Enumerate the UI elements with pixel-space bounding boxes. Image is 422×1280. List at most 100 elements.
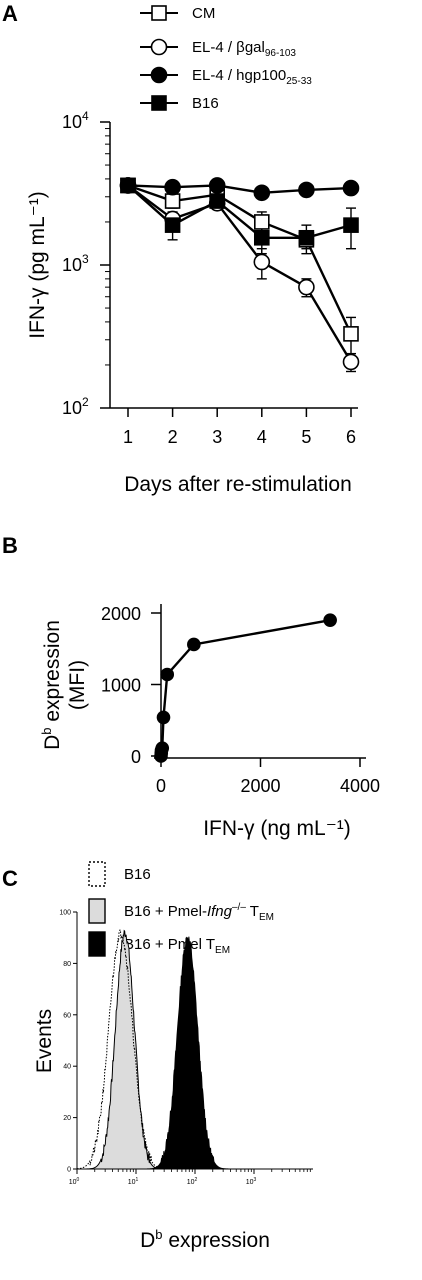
x-tick-base: 10: [187, 1179, 195, 1186]
data-point: [187, 637, 201, 652]
y-tick-label: 80: [63, 961, 71, 968]
legend-label-subscript: EM: [215, 945, 230, 956]
x-tick-label: 102: [187, 1177, 198, 1186]
x-tick-exponent: 1: [136, 1177, 139, 1183]
legend-swatch: [88, 931, 106, 957]
legend-label: CM: [192, 5, 215, 22]
legend-label: B16: [192, 95, 219, 112]
x-tick-label: 2000: [240, 776, 280, 796]
legend-marker: [150, 38, 168, 56]
panel-a: A CM EL-4 / βgal96-103 EL-4 / hgp10025-33 B1…: [2, 1, 360, 496]
data-point: [155, 741, 170, 755]
legend-label: EL-4 / βgal: [192, 39, 265, 56]
x-tick-label: 3: [212, 427, 222, 447]
panel-c: C B16 B16 + Pmel-Ifng–/– TEM B16 + Pmel TEM…: [2, 861, 313, 1252]
x-axis-title: Db expression: [140, 1227, 270, 1252]
data-point: [298, 181, 315, 199]
x-tick-label: 103: [246, 1177, 257, 1186]
y-tick-label: 0: [67, 1167, 71, 1174]
x-axis-title: Days after re-stimulation: [124, 473, 352, 496]
data-point: [343, 217, 359, 233]
legend-swatch: [88, 898, 106, 924]
x-axis-title: IFN-γ (ng mL⁻¹): [203, 817, 351, 840]
x-axis-title-main: D: [140, 1229, 155, 1252]
data-point: [323, 613, 337, 627]
series-line: [159, 618, 331, 757]
data-point: [208, 177, 226, 194]
x-tick-label: 0: [156, 776, 166, 796]
x-tick-label: 1: [123, 427, 133, 447]
panel-letter-b: B: [2, 533, 18, 558]
y-tick-base: 10: [62, 398, 82, 418]
legend-entry: B16 + Pmel-Ifng–/– TEM: [124, 902, 274, 923]
x-tick-base: 10: [246, 1179, 254, 1186]
y-tick-label: 104: [62, 109, 89, 132]
legend-label: B16 + Pmel T: [124, 936, 215, 953]
data-point: [156, 710, 171, 725]
x-tick-base: 10: [128, 1179, 136, 1186]
data-point: [253, 253, 271, 271]
data-point: [160, 667, 175, 682]
data-point: [254, 229, 270, 246]
data-point: [342, 353, 360, 371]
y-axis-title: Db expression: [39, 620, 64, 750]
data-point: [343, 326, 359, 342]
panel-letter-c: C: [2, 866, 18, 891]
y-tick-label: 2000: [101, 604, 141, 624]
data-point: [164, 178, 181, 196]
y-tick-label: 103: [62, 252, 89, 275]
x-tick-exponent: 3: [254, 1177, 257, 1183]
data-point: [342, 179, 360, 197]
x-tick-label: 101: [128, 1177, 139, 1186]
x-tick-label: 6: [346, 427, 356, 447]
x-axis-title-superscript: b: [155, 1227, 162, 1242]
y-axis-title-main: D: [41, 735, 64, 750]
data-point: [120, 177, 136, 194]
legend-label: B16 + Pmel-: [124, 903, 207, 920]
y-tick-exponent: 2: [82, 395, 89, 409]
legend-label-superscript: –/–: [232, 902, 246, 913]
legend-entry: EL-4 / hgp10025-33: [192, 67, 312, 87]
legend-entry: B16: [124, 866, 151, 883]
data-point: [164, 217, 181, 233]
legend-label: B16: [124, 866, 151, 883]
y-tick-exponent: 3: [82, 252, 89, 266]
x-tick-label: 100: [69, 1177, 80, 1186]
legend-entry: EL-4 / βgal96-103: [192, 39, 296, 59]
series-line: [127, 184, 353, 335]
x-tick-base: 10: [69, 1179, 77, 1186]
y-tick-label: 60: [63, 1012, 71, 1019]
legend-entry: B16: [192, 95, 219, 112]
y-tick-base: 10: [62, 255, 82, 275]
y-axis-title: IFN-γ (pg mL⁻¹): [26, 191, 49, 339]
legend-label-italic: Ifng: [207, 903, 233, 920]
legend-label: EL-4 / hgp100: [192, 67, 286, 84]
y-tick-label: 40: [63, 1064, 71, 1071]
data-point: [253, 184, 271, 202]
y-axis-title: Events: [33, 1009, 56, 1073]
y-tick-label: 102: [62, 395, 89, 418]
x-tick-exponent: 0: [77, 1177, 80, 1183]
y-axis-title-superscript: b: [39, 727, 54, 734]
legend-marker: [151, 95, 167, 111]
x-tick-exponent: 2: [195, 1177, 198, 1183]
legend-entry: B16 + Pmel TEM: [124, 936, 230, 956]
y-tick-label: 20: [63, 1115, 71, 1122]
y-axis-title-line2: (MFI): [66, 660, 89, 710]
legend-marker: [150, 66, 168, 84]
data-point: [164, 193, 181, 209]
histogram-b16: [76, 929, 313, 1170]
legend-label-subscript: 96-103: [265, 48, 297, 59]
data-point: [298, 278, 315, 296]
data-point: [209, 193, 225, 209]
series-line: [127, 184, 353, 363]
y-tick-label: 0: [131, 747, 141, 767]
legend-swatch: [88, 861, 106, 887]
legend-marker: [151, 5, 167, 21]
x-axis-title-rest: expression: [163, 1229, 270, 1252]
data-point: [298, 229, 315, 246]
y-tick-base: 10: [62, 112, 82, 132]
legend-entry: CM: [192, 5, 215, 22]
x-tick-label: 5: [301, 427, 311, 447]
